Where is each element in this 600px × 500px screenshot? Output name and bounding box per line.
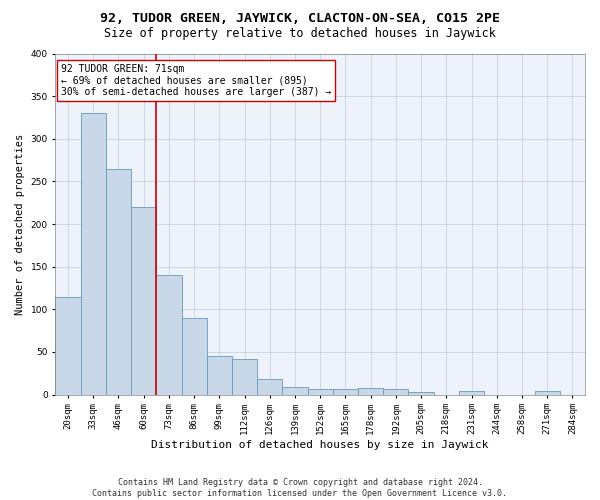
Text: Contains HM Land Registry data © Crown copyright and database right 2024.
Contai: Contains HM Land Registry data © Crown c… bbox=[92, 478, 508, 498]
X-axis label: Distribution of detached houses by size in Jaywick: Distribution of detached houses by size … bbox=[151, 440, 489, 450]
Bar bbox=[333, 390, 358, 394]
Bar bbox=[358, 388, 383, 394]
Bar bbox=[157, 275, 182, 394]
Bar bbox=[131, 207, 157, 394]
Bar bbox=[535, 391, 560, 394]
Bar bbox=[383, 390, 409, 394]
Bar bbox=[232, 358, 257, 394]
Bar bbox=[55, 296, 80, 394]
Text: 92 TUDOR GREEN: 71sqm
← 69% of detached houses are smaller (895)
30% of semi-det: 92 TUDOR GREEN: 71sqm ← 69% of detached … bbox=[61, 64, 331, 97]
Y-axis label: Number of detached properties: Number of detached properties bbox=[15, 134, 25, 314]
Bar bbox=[207, 356, 232, 395]
Bar bbox=[459, 391, 484, 394]
Text: Size of property relative to detached houses in Jaywick: Size of property relative to detached ho… bbox=[104, 28, 496, 40]
Bar bbox=[80, 113, 106, 394]
Bar bbox=[257, 379, 283, 394]
Bar bbox=[308, 388, 333, 394]
Bar bbox=[182, 318, 207, 394]
Text: 92, TUDOR GREEN, JAYWICK, CLACTON-ON-SEA, CO15 2PE: 92, TUDOR GREEN, JAYWICK, CLACTON-ON-SEA… bbox=[100, 12, 500, 26]
Bar bbox=[283, 387, 308, 394]
Bar bbox=[409, 392, 434, 394]
Bar bbox=[106, 168, 131, 394]
